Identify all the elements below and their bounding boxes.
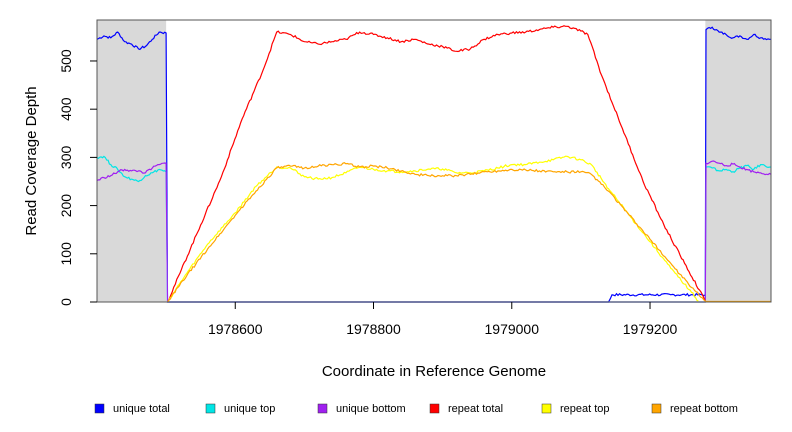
legend: unique total unique top unique bottom repea… xyxy=(94,403,738,415)
y-tick-label: 200 xyxy=(58,194,74,218)
legend-label: unique bottom xyxy=(336,403,406,415)
plot-frame xyxy=(96,19,772,303)
series-line-repeat-top xyxy=(167,155,699,303)
legend-swatch xyxy=(651,403,662,414)
x-tick-label: 1978600 xyxy=(208,321,263,337)
series-line-unique-top xyxy=(96,155,772,303)
series-line-repeat-total xyxy=(166,25,706,303)
legend-item-repeat-top: repeat top xyxy=(541,403,610,415)
legend-item-unique-top: unique top xyxy=(205,403,275,415)
legend-swatch xyxy=(541,403,552,414)
series-line-repeat-bottom xyxy=(167,162,771,303)
legend-swatch xyxy=(94,403,105,414)
x-tick-label: 1979200 xyxy=(623,321,678,337)
y-tick-label: 100 xyxy=(58,242,74,266)
legend-swatch xyxy=(205,403,216,414)
y-tick-label: 500 xyxy=(58,49,74,73)
x-tick-label: 1978800 xyxy=(346,321,401,337)
shaded-region xyxy=(97,20,167,302)
legend-swatch xyxy=(429,403,440,414)
x-tick-label: 1979000 xyxy=(485,321,540,337)
x-axis-title: Coordinate in Reference Genome xyxy=(322,363,546,380)
legend-item-repeat-bottom: repeat bottom xyxy=(651,403,738,415)
legend-swatch xyxy=(317,403,328,414)
legend-item-unique-bottom: unique bottom xyxy=(317,403,406,415)
legend-label: repeat top xyxy=(560,403,610,415)
y-tick-label: 400 xyxy=(58,97,74,121)
y-axis-title: Read Coverage Depth xyxy=(23,86,40,235)
y-tick-label: 0 xyxy=(58,298,74,306)
legend-label: unique total xyxy=(113,403,170,415)
legend-label: repeat total xyxy=(448,403,503,415)
legend-label: repeat bottom xyxy=(670,403,738,415)
legend-item-unique-total: unique total xyxy=(94,403,170,415)
legend-item-repeat-total: repeat total xyxy=(429,403,503,415)
legend-label: unique top xyxy=(224,403,275,415)
y-tick-label: 300 xyxy=(58,145,74,169)
shaded-region xyxy=(705,20,771,302)
